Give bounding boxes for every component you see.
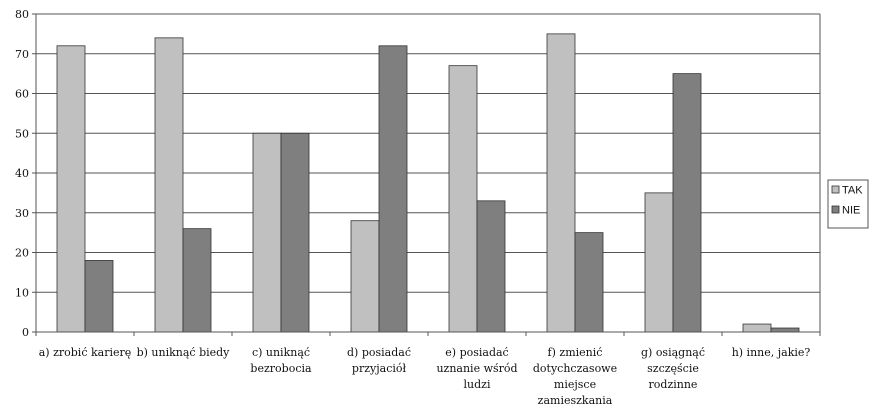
bar-tak-7 bbox=[644, 192, 674, 333]
x-category-label: c) uniknąć bezrobocia bbox=[250, 346, 312, 375]
y-tick-label: 80 bbox=[15, 8, 29, 21]
y-tick-label: 20 bbox=[15, 247, 29, 260]
bar-nie-5 bbox=[476, 200, 506, 333]
gridlines bbox=[36, 13, 820, 293]
y-tick-label: 50 bbox=[15, 127, 29, 140]
bar-tak-3 bbox=[252, 132, 282, 333]
bar-tak-2 bbox=[154, 37, 184, 333]
bar-nie-1 bbox=[84, 260, 114, 333]
legend-label-nie: NIE bbox=[842, 205, 860, 217]
x-category-label: a) zrobić karierę bbox=[39, 346, 132, 359]
bar-tak-1 bbox=[56, 45, 86, 333]
y-tick-label: 0 bbox=[22, 326, 29, 339]
legend-label-tak: TAK bbox=[842, 185, 863, 197]
y-tick-label: 60 bbox=[15, 88, 29, 101]
bar-tak-5 bbox=[448, 65, 478, 333]
x-category-label: d) posiadać przyjaciół bbox=[347, 346, 411, 375]
bar-nie-4 bbox=[378, 45, 408, 333]
bar-nie-8 bbox=[770, 327, 800, 333]
bar-nie-6 bbox=[574, 232, 604, 333]
x-category-label: f) zmienić dotychczasowe miejsce zamieszkan… bbox=[533, 346, 617, 407]
bar-nie-3 bbox=[280, 132, 310, 333]
bar-tak-4 bbox=[350, 220, 380, 333]
y-tick-label: 30 bbox=[15, 207, 29, 220]
x-category-label: b) uniknąć biedy bbox=[137, 346, 231, 359]
x-axis-labels: a) zrobić karierę b) uniknąć biedy c) unik… bbox=[39, 346, 811, 407]
bar-tak-6 bbox=[546, 33, 576, 333]
y-tick-label: 40 bbox=[15, 167, 29, 180]
legend-swatch-nie bbox=[831, 205, 840, 214]
legend: TAK NIE bbox=[827, 179, 869, 229]
bar-nie-2 bbox=[182, 228, 212, 333]
axes bbox=[35, 14, 821, 336]
x-category-label: e) posiadać uznanie wśród ludzi bbox=[436, 346, 517, 391]
y-tick-label: 70 bbox=[15, 48, 29, 61]
legend-swatch-tak bbox=[831, 185, 840, 194]
bar-tak-8 bbox=[742, 323, 772, 333]
bars bbox=[56, 33, 800, 333]
x-category-label: h) inne, jakie? bbox=[732, 346, 811, 359]
y-tick-label: 10 bbox=[15, 286, 29, 299]
x-category-label: g) osiągnąć szczęście rodzinne bbox=[641, 346, 705, 391]
bar-nie-7 bbox=[672, 73, 702, 333]
y-axis-ticks: 0 10 20 30 40 50 60 70 80 bbox=[15, 8, 36, 339]
